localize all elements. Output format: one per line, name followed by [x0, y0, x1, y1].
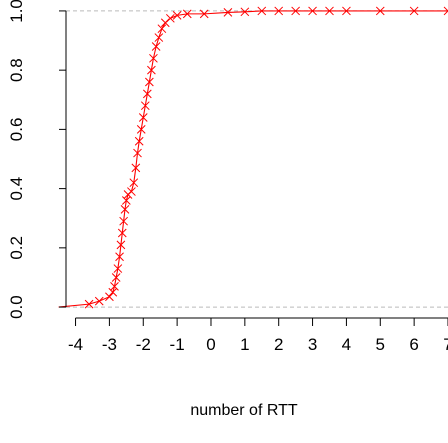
y-tick-label: 1.0 — [7, 0, 26, 23]
data-point — [121, 196, 131, 205]
data-point — [223, 8, 233, 17]
data-point — [308, 6, 317, 16]
data-point — [94, 296, 104, 306]
data-point — [182, 9, 192, 19]
x-axis-title: number of RTT — [190, 402, 298, 419]
data-point — [443, 6, 448, 16]
data-point — [119, 216, 128, 226]
x-tick-label: -2 — [136, 335, 151, 354]
data-point — [274, 6, 284, 16]
y-tick-label: 0.2 — [7, 236, 26, 260]
data-point — [110, 281, 119, 291]
data-point — [108, 287, 118, 297]
data-point — [165, 13, 175, 23]
x-tick-label: 3 — [308, 335, 317, 354]
data-point — [120, 204, 130, 214]
data-point — [199, 9, 209, 19]
x-tick-label: -4 — [68, 335, 83, 354]
data-point — [291, 6, 300, 16]
series-markers — [84, 6, 448, 309]
data-point — [172, 11, 182, 20]
data-point — [409, 6, 419, 16]
data-point — [157, 24, 167, 34]
data-point — [375, 6, 385, 16]
data-point — [84, 299, 94, 309]
data-point — [131, 163, 141, 173]
data-point — [127, 187, 136, 196]
data-point — [142, 89, 152, 99]
data-point — [140, 101, 150, 111]
y-tick-label: 0.0 — [7, 295, 26, 319]
data-point — [111, 273, 121, 282]
data-point — [342, 6, 351, 16]
series-group — [58, 6, 448, 309]
x-tick-label: -1 — [170, 335, 185, 354]
y-axis: 0.0 0.2 0.4 0.6 0.8 1.0 — [7, 0, 67, 319]
data-point — [136, 125, 146, 134]
x-tick-label: 5 — [376, 335, 385, 354]
data-point — [240, 7, 250, 17]
data-point — [138, 113, 148, 122]
x-axis: -4 -3 -2 -1 0 1 2 3 4 5 6 7 — [68, 317, 448, 354]
data-point — [149, 53, 158, 63]
x-tick-label: 2 — [274, 335, 283, 354]
data-point — [151, 42, 161, 51]
x-tick-label: 6 — [409, 335, 418, 354]
data-point — [117, 228, 127, 238]
data-point — [105, 292, 114, 302]
data-point — [154, 33, 164, 42]
data-point — [115, 252, 124, 262]
y-tick-label: 0.8 — [7, 58, 26, 82]
data-point — [133, 148, 142, 158]
x-tick-label: 4 — [342, 335, 351, 354]
x-tick-label: 7 — [443, 335, 448, 354]
data-point — [325, 6, 334, 16]
x-tick-label: 0 — [206, 335, 215, 354]
data-point — [257, 6, 267, 16]
data-point — [129, 178, 139, 188]
x-tick-label: -3 — [102, 335, 117, 354]
series-line — [58, 10, 448, 308]
data-point — [113, 264, 123, 273]
data-point — [116, 240, 126, 250]
data-point — [145, 77, 154, 87]
data-point — [147, 65, 156, 75]
y-tick-label: 0.6 — [7, 118, 26, 142]
x-tick-label: 1 — [240, 335, 249, 354]
reference-lines — [66, 10, 448, 308]
data-point — [134, 136, 144, 146]
y-tick-label: 0.4 — [7, 177, 26, 201]
